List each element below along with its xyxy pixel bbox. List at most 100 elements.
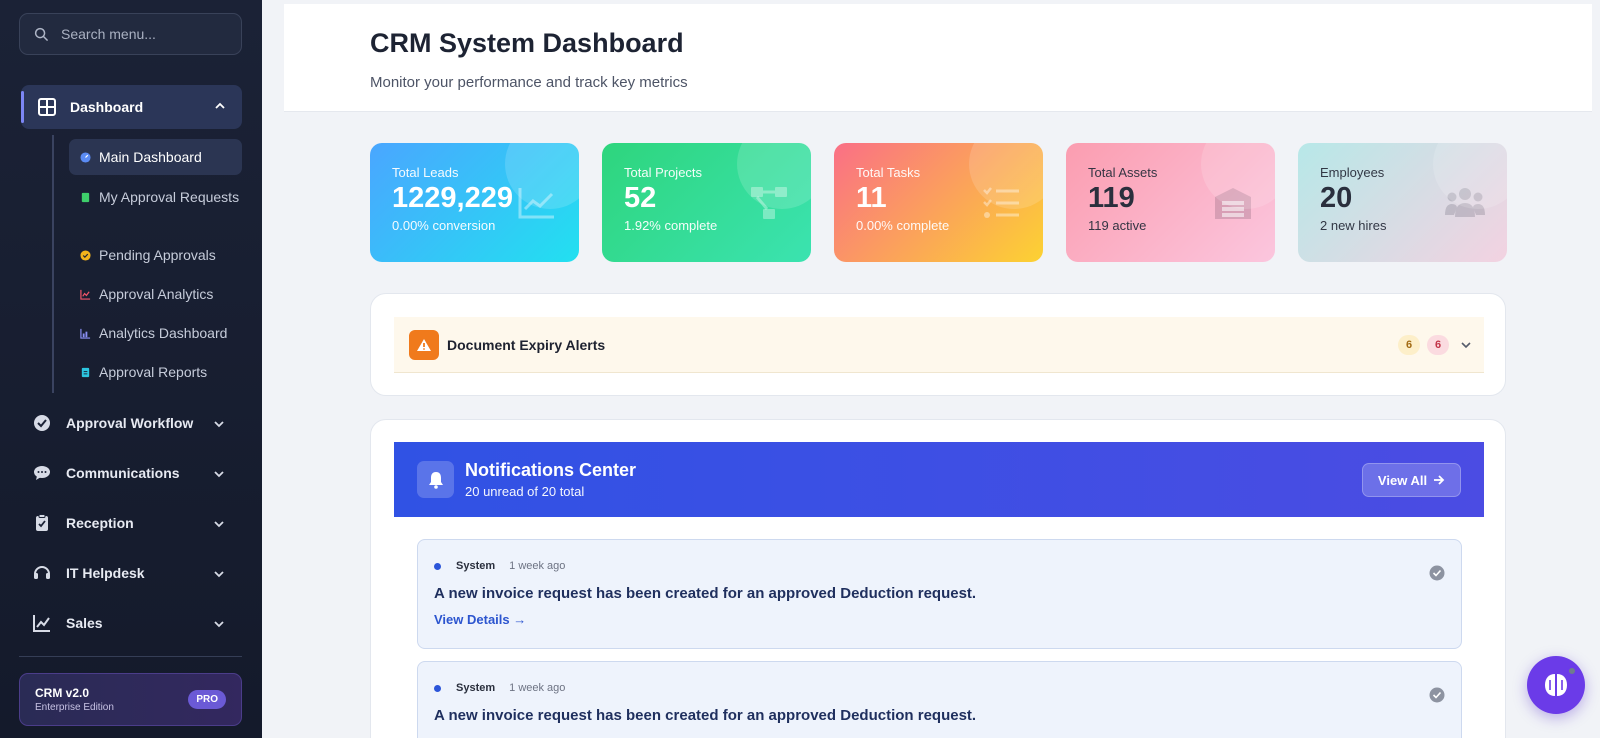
search-icon xyxy=(34,27,48,41)
sidebar-subitem-approval-analytics[interactable]: Approval Analytics xyxy=(69,285,242,303)
chevron-down-icon[interactable] xyxy=(213,468,225,480)
stat-card-leads[interactable]: Total Leads 1229,229 0.00% conversion xyxy=(370,143,579,262)
sidebar-item-communications[interactable]: Communications xyxy=(33,460,242,486)
bell-icon xyxy=(417,461,454,498)
stat-card-assets[interactable]: Total Assets 119 119 active xyxy=(1066,143,1275,262)
version-title: CRM v2.0 xyxy=(35,686,90,700)
stat-value: 20 xyxy=(1320,182,1353,214)
sidebar-subitem-main-dashboard[interactable]: Main Dashboard xyxy=(69,139,242,175)
stat-card-tasks[interactable]: Total Tasks 11 0.00% complete xyxy=(834,143,1043,262)
unread-dot xyxy=(434,562,441,570)
sidebar-item-label: Sales xyxy=(66,615,103,631)
check-circle-icon xyxy=(80,250,91,261)
project-diagram-icon xyxy=(751,187,787,219)
page-header: CRM System Dashboard Monitor your perfor… xyxy=(284,4,1592,112)
stat-card-projects[interactable]: Total Projects 52 1.92% complete xyxy=(602,143,811,262)
chevron-up-icon[interactable] xyxy=(214,100,226,112)
chevron-down-icon[interactable] xyxy=(213,568,225,580)
stat-card-employees[interactable]: Employees 20 2 new hires xyxy=(1298,143,1507,262)
brain-icon xyxy=(1545,674,1567,696)
sidebar-subitem-label: Analytics Dashboard xyxy=(99,325,228,341)
unread-dot xyxy=(434,684,441,692)
alerts-title: Document Expiry Alerts xyxy=(447,336,606,353)
chart-line-icon xyxy=(518,188,554,219)
page-subtitle: Monitor your performance and track key m… xyxy=(370,74,688,91)
search-box[interactable] xyxy=(19,13,242,55)
sidebar-item-dashboard[interactable]: Dashboard xyxy=(21,85,242,129)
document-expiry-alerts-toggle[interactable]: Document Expiry Alerts 6 6 xyxy=(394,317,1484,373)
notification-time: 1 week ago xyxy=(509,560,566,572)
mark-read-icon[interactable] xyxy=(1429,687,1445,703)
stat-sub: 0.00% complete xyxy=(856,218,950,233)
clipboard-check-icon xyxy=(36,514,48,531)
chevron-down-icon[interactable] xyxy=(1460,339,1472,351)
submenu-line xyxy=(52,135,54,393)
page-title: CRM System Dashboard xyxy=(370,28,684,58)
notification-item[interactable]: System 1 week ago A new invoice request … xyxy=(417,539,1462,649)
headset-icon xyxy=(34,566,50,579)
stat-value: 1229,229 xyxy=(392,182,513,214)
chevron-down-icon[interactable] xyxy=(213,418,225,430)
users-icon xyxy=(1445,188,1485,217)
sidebar-item-reception[interactable]: Reception xyxy=(33,510,242,536)
sidebar-subitem-label: Pending Approvals xyxy=(99,247,216,263)
assistant-button[interactable] xyxy=(1527,656,1585,714)
stat-label: Total Leads xyxy=(392,165,459,180)
check-circle-icon xyxy=(34,415,50,431)
notification-message: A new invoice request has been created f… xyxy=(434,707,977,724)
version-card: CRM v2.0 Enterprise Edition PRO xyxy=(19,673,242,726)
sidebar-subitem-label: Approval Reports xyxy=(99,364,208,380)
notifications-subtitle: 20 unread of 20 total xyxy=(465,484,585,499)
sidebar-item-approval-workflow[interactable]: Approval Workflow xyxy=(33,410,242,436)
arrow-right-icon xyxy=(1434,475,1445,485)
chevron-down-icon[interactable] xyxy=(213,618,225,630)
warehouse-icon xyxy=(1215,188,1251,219)
sidebar-item-label: Approval Workflow xyxy=(66,415,194,431)
notification-message: A new invoice request has been created f… xyxy=(434,585,977,602)
notifications-header: Notifications Center 20 unread of 20 tot… xyxy=(394,442,1484,517)
sidebar-item-label: Dashboard xyxy=(70,99,144,115)
chevron-down-icon[interactable] xyxy=(213,518,225,530)
sidebar-item-sales[interactable]: Sales xyxy=(33,610,242,636)
stat-sub: 1.92% complete xyxy=(624,218,718,233)
sidebar-subitem-analytics-dashboard[interactable]: Analytics Dashboard xyxy=(69,324,242,342)
notification-item[interactable]: System 1 week ago A new invoice request … xyxy=(417,661,1462,738)
grid-icon xyxy=(38,98,56,116)
sidebar-item-label: Reception xyxy=(66,515,134,531)
mark-read-icon[interactable] xyxy=(1429,565,1445,581)
sidebar-subitem-label: My Approval Requests xyxy=(99,189,240,205)
stat-sub: 2 new hires xyxy=(1320,218,1387,233)
sidebar-divider xyxy=(19,656,242,657)
view-details-link[interactable]: View Details → xyxy=(434,612,527,627)
file-icon xyxy=(81,192,90,203)
tasks-icon xyxy=(983,187,1019,218)
sidebar-item-label: IT Helpdesk xyxy=(66,565,145,581)
view-all-label: View All xyxy=(1377,472,1428,488)
sidebar: Dashboard Main Dashboard My Approval Req… xyxy=(0,0,262,738)
sidebar-subitem-approval-reports[interactable]: Approval Reports xyxy=(69,363,242,381)
warning-count-badge: 6 xyxy=(1398,335,1420,355)
pro-badge: PRO xyxy=(188,690,226,709)
file-alt-icon xyxy=(81,367,90,378)
search-input[interactable] xyxy=(61,26,221,42)
chart-line-icon xyxy=(80,289,91,300)
sidebar-subitem-my-approval-requests[interactable]: My Approval Requests xyxy=(69,188,242,206)
warning-icon xyxy=(409,329,439,360)
stat-label: Total Projects xyxy=(624,165,703,180)
comments-icon xyxy=(34,466,50,480)
stat-value: 11 xyxy=(856,182,887,214)
stat-label: Employees xyxy=(1320,165,1385,180)
sidebar-subitem-label: Main Dashboard xyxy=(99,149,202,165)
stat-label: Total Assets xyxy=(1088,165,1158,180)
view-all-button[interactable]: View All xyxy=(1362,463,1461,497)
stat-sub: 0.00% conversion xyxy=(392,218,496,233)
chart-line-icon xyxy=(33,615,50,632)
sidebar-item-it-helpdesk[interactable]: IT Helpdesk xyxy=(33,560,242,586)
status-dot xyxy=(1567,666,1577,676)
notifications-panel: Notifications Center 20 unread of 20 tot… xyxy=(370,419,1506,738)
danger-count-badge: 6 xyxy=(1427,335,1449,355)
notification-source: System xyxy=(456,682,496,694)
sidebar-subitem-pending-approvals[interactable]: Pending Approvals xyxy=(69,246,242,264)
dashboard-dot-icon xyxy=(80,151,91,163)
notification-time: 1 week ago xyxy=(509,682,566,694)
